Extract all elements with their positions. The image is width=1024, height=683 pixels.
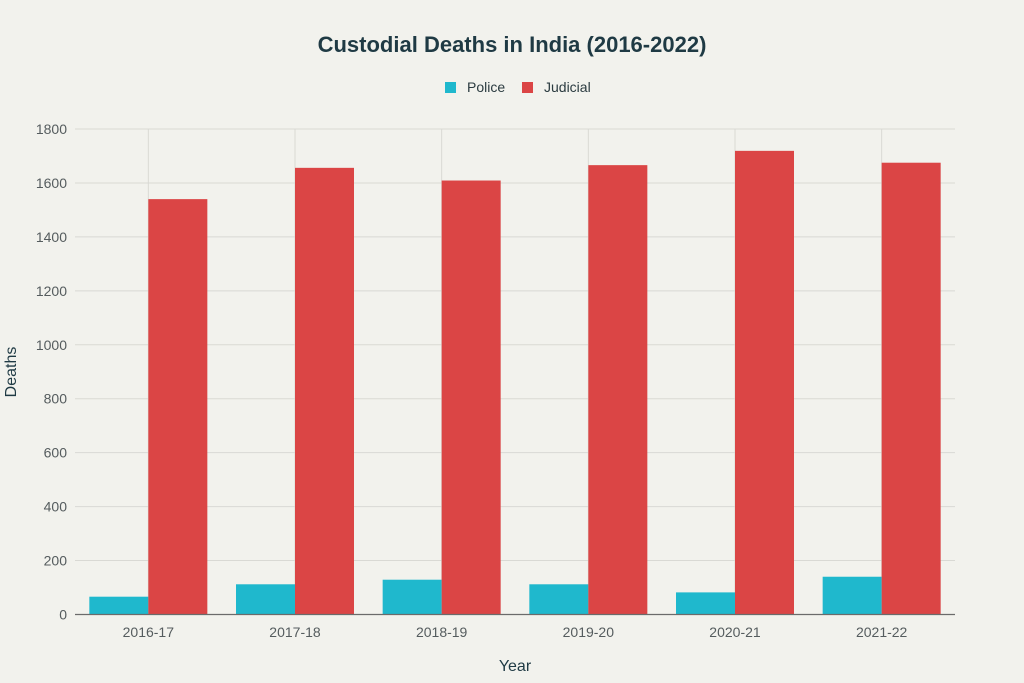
x-tick-label: 2019-20	[563, 624, 615, 640]
x-axis-ticks: 2016-17 2017-18 2018-19 2019-20 2020-21 2021-…	[123, 624, 908, 640]
legend-label-judicial: Judicial	[544, 79, 591, 95]
legend-swatch-police	[445, 82, 456, 93]
bar-judicial	[295, 167, 354, 615]
bar-police	[382, 579, 442, 615]
y-tick-label: 1200	[36, 283, 67, 299]
y-tick-label: 400	[44, 499, 68, 515]
bar-judicial	[881, 162, 941, 615]
bar-judicial	[735, 150, 794, 615]
y-tick-label: 1000	[36, 337, 67, 353]
legend-swatch-judicial	[522, 82, 533, 93]
x-tick-label: 2020-21	[709, 624, 761, 640]
bar-police	[89, 596, 149, 615]
x-tick-label: 2018-19	[416, 624, 468, 640]
chart-title: Custodial Deaths in India (2016-2022)	[318, 32, 707, 57]
bar-police	[236, 584, 295, 615]
bar-judicial	[588, 165, 648, 615]
y-tick-label: 1400	[36, 229, 67, 245]
bar-judicial	[148, 199, 208, 615]
bars	[89, 150, 941, 615]
y-tick-label: 0	[59, 607, 67, 623]
x-axis-label: Year	[499, 658, 532, 675]
x-tick-label: 2017-18	[269, 624, 321, 640]
legend-label-police: Police	[467, 79, 505, 95]
x-tick-label: 2016-17	[123, 624, 175, 640]
y-tick-label: 1800	[36, 121, 67, 137]
legend: Police Judicial	[445, 79, 591, 95]
y-tick-label: 1600	[36, 175, 67, 191]
x-tick-label: 2021-22	[856, 624, 908, 640]
y-tick-label: 600	[44, 445, 68, 461]
bar-judicial	[441, 180, 501, 615]
bar-police	[676, 592, 735, 615]
y-axis-ticks: 0 200 400 600 800 1000 1200 1400 1600 1800	[36, 121, 67, 623]
y-tick-label: 800	[44, 391, 68, 407]
bar-police	[822, 576, 882, 615]
y-axis-label: Deaths	[3, 347, 20, 398]
bar-police	[529, 584, 589, 615]
y-tick-label: 200	[44, 553, 68, 569]
